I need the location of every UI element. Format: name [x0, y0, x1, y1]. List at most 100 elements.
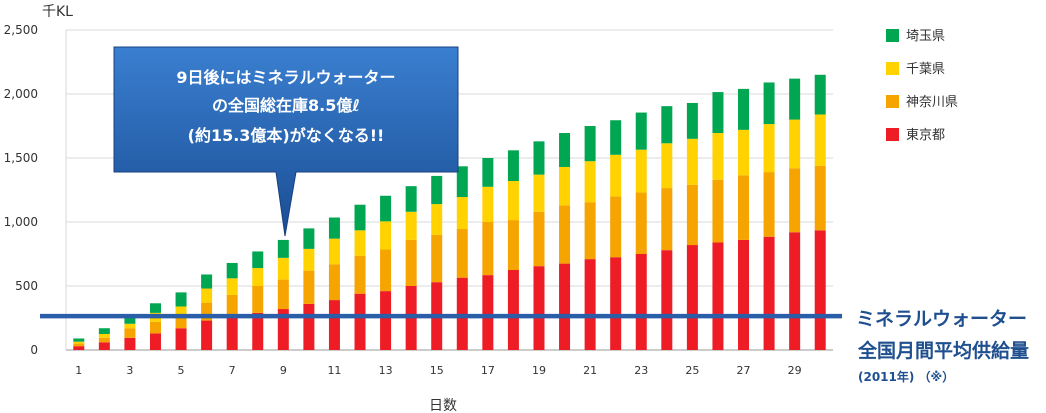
bar-segment-2	[738, 175, 750, 240]
bar-segment-3	[328, 238, 340, 265]
bar-segment-2	[456, 229, 468, 278]
bar-segment-1	[686, 245, 698, 350]
bar-segment-2	[277, 279, 289, 310]
bar-segment-4	[584, 126, 596, 162]
x-tick-label: 19	[532, 364, 546, 377]
bar-segment-1	[149, 333, 161, 350]
legend-swatch	[886, 62, 899, 75]
bar-segment-4	[559, 133, 571, 167]
bar-segment-1	[73, 346, 85, 350]
bar-segment-4	[303, 228, 315, 249]
bar-segment-3	[482, 186, 494, 222]
y-tick-label: 0	[30, 343, 38, 357]
bar-segment-2	[149, 321, 161, 334]
bar-segment-4	[175, 292, 187, 307]
bar-segment-2	[380, 249, 392, 292]
bar-segment-1	[252, 312, 264, 350]
bar-segment-1	[559, 263, 571, 350]
bar-segment-2	[507, 220, 519, 270]
bar-segment-3	[610, 154, 622, 197]
bar-segment-2	[98, 337, 110, 343]
y-tick-label: 2,500	[4, 23, 38, 37]
bar-segment-3	[456, 197, 468, 230]
bar-segment-4	[405, 186, 417, 212]
bar-segment-3	[98, 334, 110, 338]
bar-segment-3	[533, 174, 545, 212]
y-tick-label: 1,500	[4, 151, 38, 165]
bar-segment-3	[226, 278, 238, 295]
bar-segment-2	[431, 234, 443, 283]
bar-segment-1	[201, 320, 213, 350]
bar-segment-3	[738, 129, 750, 176]
bar-segment-4	[712, 92, 724, 134]
bar-segment-4	[507, 150, 519, 182]
bar-segment-4	[686, 102, 698, 139]
bar-segment-1	[226, 318, 238, 350]
bar-segment-3	[584, 161, 596, 203]
reference-label: ミネラルウォーター	[856, 308, 1027, 330]
bar-segment-1	[277, 309, 289, 350]
bar-segment-3	[175, 306, 187, 317]
bar-segment-4	[328, 217, 340, 239]
bar-segment-3	[303, 248, 315, 271]
bar-segment-1	[738, 239, 750, 350]
bar-segment-4	[201, 274, 213, 289]
bar-segment-4	[252, 251, 264, 269]
x-tick-label: 11	[327, 364, 341, 377]
bar-segment-1	[303, 303, 315, 350]
x-tick-label: 13	[379, 364, 393, 377]
callout-line-1: 9日後にはミネラルウォーター	[176, 68, 395, 87]
bar-segment-1	[814, 230, 826, 350]
bar-segment-2	[201, 302, 213, 321]
bar-segment-4	[763, 82, 775, 125]
bar-segment-4	[533, 141, 545, 175]
legend-label: 千葉県	[906, 62, 945, 77]
callout-bubble	[113, 46, 459, 237]
bar-segment-3	[380, 221, 392, 250]
bar-segment-4	[124, 316, 136, 324]
bar-segment-1	[507, 270, 519, 350]
bar-segment-4	[814, 74, 826, 115]
bar-segment-3	[201, 288, 213, 303]
legend-label: 神奈川県	[906, 95, 958, 110]
x-tick-label: 21	[583, 364, 597, 377]
bar-segment-1	[380, 291, 392, 350]
x-tick-label: 25	[685, 364, 699, 377]
x-tick-label: 15	[430, 364, 444, 377]
bar-segment-2	[482, 222, 494, 276]
bar-segment-2	[814, 165, 826, 231]
bar-segment-4	[277, 239, 289, 258]
bar-segment-4	[226, 262, 238, 279]
bar-segment-3	[686, 138, 698, 185]
y-tick-label: 1,000	[4, 215, 38, 229]
x-tick-label: 1	[75, 364, 82, 377]
bar-segment-1	[354, 293, 366, 350]
bar-segment-1	[610, 257, 622, 350]
y-tick-label: 2,000	[4, 87, 38, 101]
x-axis-label: 日数	[429, 398, 457, 413]
bar-segment-2	[635, 192, 647, 254]
bar-segment-1	[124, 337, 136, 350]
bar-segment-3	[763, 124, 775, 173]
bar-segment-2	[712, 179, 724, 243]
bar-segment-2	[789, 168, 801, 233]
bar-segment-1	[712, 242, 724, 350]
bar-segment-1	[482, 275, 494, 350]
bar-segment-3	[405, 211, 417, 240]
bar-segment-2	[763, 172, 775, 237]
x-tick-label: 5	[178, 364, 185, 377]
bar-segment-2	[661, 188, 673, 251]
bar-segment-1	[175, 328, 187, 350]
bar-segment-3	[661, 143, 673, 189]
bar-segment-3	[431, 204, 443, 235]
bar-segment-3	[277, 257, 289, 280]
legend-label: 埼玉県	[906, 29, 945, 44]
bar-segment-1	[635, 254, 647, 350]
callout: 9日後にはミネラルウォーター の全国総在庫8.5億ℓ (約15.3億本)がなくな…	[113, 46, 459, 237]
bar-segment-1	[661, 250, 673, 350]
legend-swatch	[886, 95, 899, 108]
bar-segment-1	[328, 300, 340, 350]
x-tick-labels: 1 3 5 7 9 11 13 15 17 19 21 23 25 27 29	[75, 364, 801, 377]
